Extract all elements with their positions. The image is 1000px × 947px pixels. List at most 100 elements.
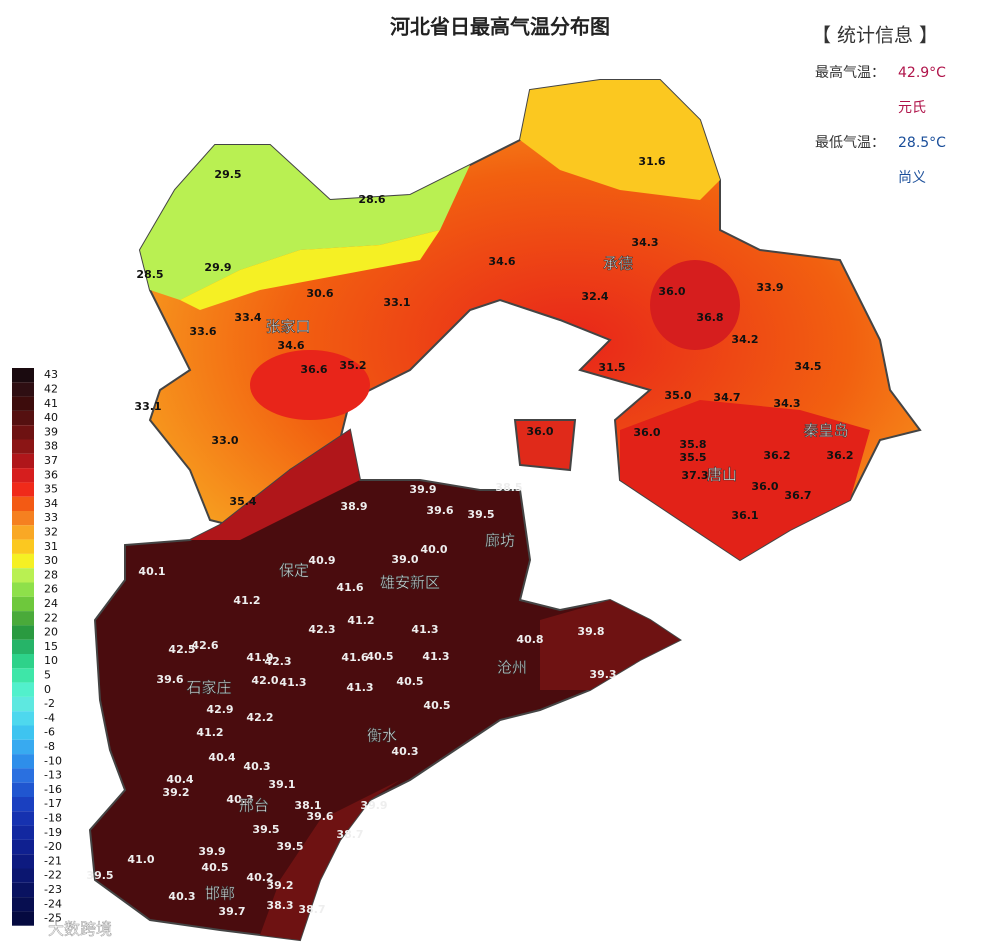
legend-swatch — [12, 868, 34, 883]
legend-swatch — [12, 882, 34, 898]
temperature-reading: 41.3 — [422, 650, 449, 663]
legend-label: -2 — [44, 697, 55, 710]
city-label: 承德 — [603, 255, 633, 273]
legend-swatch — [12, 625, 34, 640]
legend-swatch — [12, 482, 34, 497]
temperature-reading: 39.1 — [268, 778, 295, 791]
legend-swatch — [12, 768, 34, 783]
temperature-reading: 35.8 — [679, 438, 706, 451]
temperature-reading: 39.0 — [391, 553, 418, 566]
legend-swatch — [12, 711, 34, 726]
legend-label: 30 — [44, 554, 58, 567]
temperature-reading: 41.3 — [279, 676, 306, 689]
temperature-reading: 40.4 — [166, 773, 193, 786]
city-label: 雄安新区 — [380, 574, 440, 592]
temperature-reading: 36.0 — [658, 285, 685, 298]
temperature-reading: 36.7 — [784, 489, 811, 502]
temperature-reading: 31.5 — [598, 361, 625, 374]
temperature-reading: 41.2 — [347, 614, 374, 627]
city-label: 衡水 — [367, 727, 397, 745]
temperature-reading: 40.3 — [243, 760, 270, 773]
temperature-reading: 42.3 — [308, 623, 335, 636]
temperature-reading: 33.4 — [234, 311, 261, 324]
temperature-reading: 40.5 — [423, 699, 450, 712]
temperature-reading: 36.1 — [731, 509, 758, 522]
temperature-reading: 41.6 — [341, 651, 368, 664]
temperature-reading: 28.6 — [358, 193, 385, 206]
legend-label: 26 — [44, 583, 58, 596]
temperature-reading: 39.6 — [426, 504, 453, 517]
legend-label: 24 — [44, 597, 58, 610]
legend-swatch — [12, 539, 34, 554]
temperature-reading: 39.2 — [266, 879, 293, 892]
legend-label: 20 — [44, 626, 58, 639]
temperature-reading: 38.5 — [495, 481, 522, 494]
legend-label: 42 — [44, 382, 58, 395]
temperature-reading: 34.3 — [631, 236, 658, 249]
legend-label: 22 — [44, 611, 58, 624]
legend-label: -19 — [44, 826, 62, 839]
stats-max-value: 42.9°C — [898, 65, 946, 81]
temperature-reading: 35.2 — [339, 359, 366, 372]
legend-swatch — [12, 639, 34, 654]
temperature-reading: 39.5 — [467, 508, 494, 521]
legend-label: 35 — [44, 483, 58, 496]
legend-swatch — [12, 897, 34, 912]
legend-swatch — [12, 797, 34, 812]
temperature-reading: 39.2 — [162, 786, 189, 799]
legend-label: 41 — [44, 397, 58, 410]
temperature-reading: 36.2 — [763, 449, 790, 462]
legend-swatch — [12, 382, 34, 397]
legend-swatch — [12, 754, 34, 769]
city-label: 沧州 — [497, 659, 527, 677]
temperature-reading: 41.3 — [411, 623, 438, 636]
temperature-reading: 33.0 — [211, 434, 238, 447]
city-label: 邯郸 — [205, 885, 235, 903]
legend-label: -17 — [44, 797, 62, 810]
temperature-reading: 38.7 — [298, 903, 325, 916]
legend-label: 15 — [44, 640, 58, 653]
legend-label: 36 — [44, 468, 58, 481]
temperature-reading: 42.6 — [191, 639, 218, 652]
stats-min-value: 28.5°C — [898, 135, 946, 151]
temperature-reading: 38.7 — [336, 828, 363, 841]
temperature-reading: 38.3 — [266, 899, 293, 912]
legend-label: -25 — [44, 912, 62, 925]
legend-label: -10 — [44, 754, 62, 767]
stats-min-place: 尚义 — [898, 170, 926, 186]
legend-swatch — [12, 525, 34, 540]
temperature-reading: 33.1 — [134, 400, 161, 413]
temperature-reading: 40.8 — [516, 633, 543, 646]
temperature-reading: 39.5 — [276, 840, 303, 853]
temperature-reading: 40.3 — [391, 745, 418, 758]
temperature-reading: 41.2 — [196, 726, 223, 739]
legend-swatch — [12, 682, 34, 697]
temperature-reading: 40.0 — [420, 543, 447, 556]
legend-label: -20 — [44, 840, 62, 853]
legend-label: 40 — [44, 411, 58, 424]
legend-label: 0 — [44, 683, 51, 696]
temperature-reading: 42.9 — [206, 703, 233, 716]
temperature-reading: 34.5 — [794, 360, 821, 373]
legend-swatch — [12, 511, 34, 526]
legend-swatch — [12, 439, 34, 454]
legend-label: 28 — [44, 568, 58, 581]
city-label: 张家口 — [265, 318, 310, 336]
temperature-reading: 32.4 — [581, 290, 608, 303]
temperature-reading: 40.3 — [168, 890, 195, 903]
legend-label: -23 — [44, 883, 62, 896]
temperature-reading: 40.3 — [226, 793, 253, 806]
legend-swatch — [12, 553, 34, 569]
legend-swatch — [12, 468, 34, 483]
legend-label: 31 — [44, 540, 58, 553]
temperature-reading: 39.5 — [252, 823, 279, 836]
temperature-reading: 41.6 — [336, 581, 363, 594]
legend-swatch — [12, 654, 34, 669]
city-label: 廊坊 — [485, 532, 515, 550]
legend-label: -22 — [44, 869, 62, 882]
temperature-reading: 42.5 — [168, 643, 195, 656]
temperature-reading: 39.9 — [360, 799, 387, 812]
legend-label: -16 — [44, 783, 62, 796]
legend-swatch — [12, 496, 34, 511]
